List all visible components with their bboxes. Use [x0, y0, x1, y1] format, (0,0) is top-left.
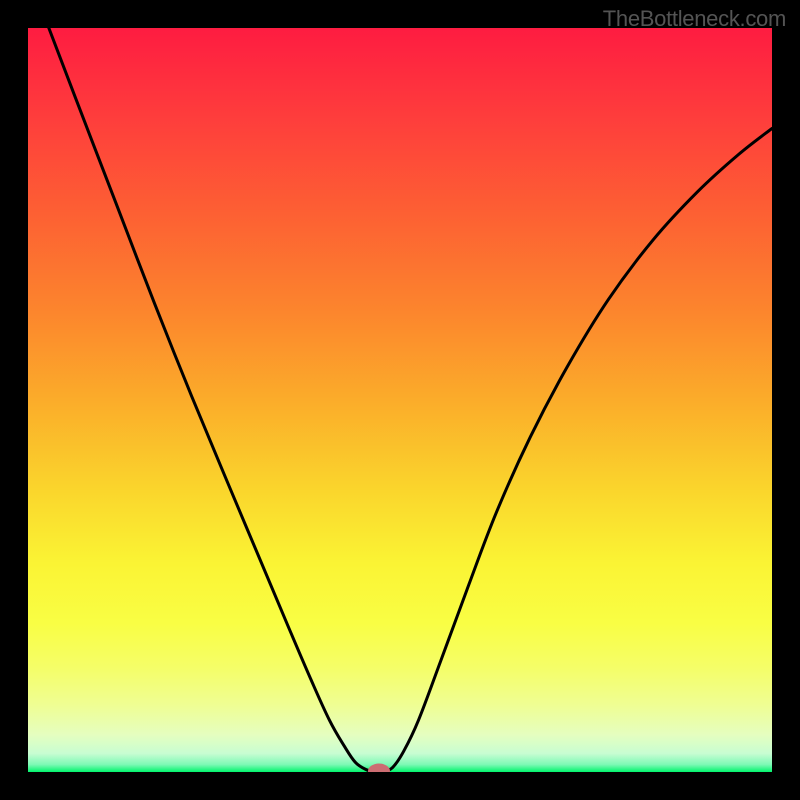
chart-plot-area — [28, 28, 772, 772]
bottleneck-curve — [28, 28, 772, 772]
watermark-text: TheBottleneck.com — [603, 6, 786, 32]
curve-minimum-marker — [368, 763, 390, 772]
